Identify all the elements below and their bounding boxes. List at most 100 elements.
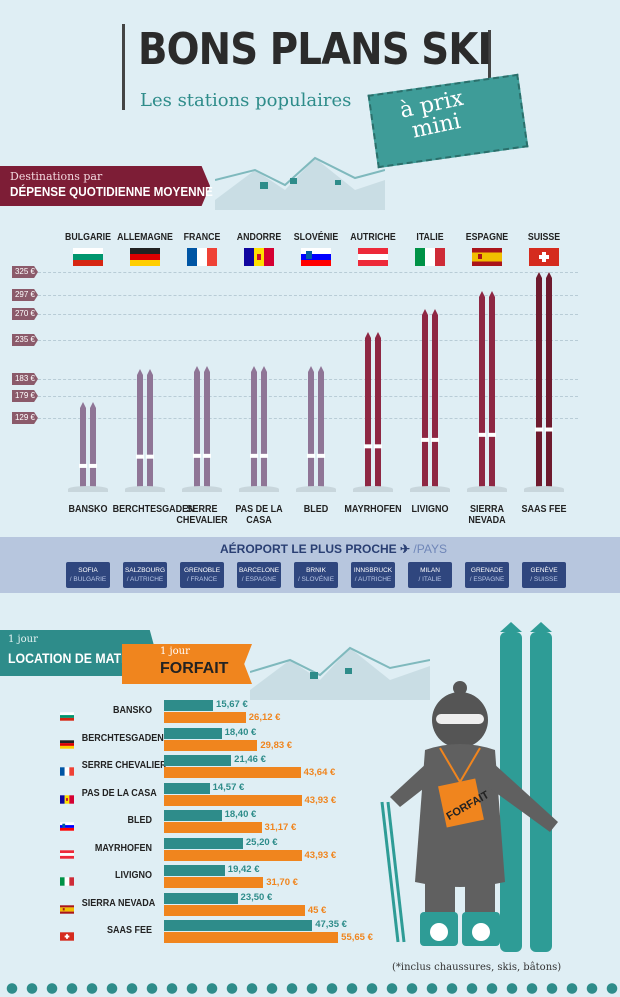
airport-country: / AUTRICHE [126,576,164,583]
section1-banner [0,166,210,206]
rental-bar [164,865,225,876]
airport-title-text: AÉROPORT LE PLUS PROCHE [220,542,397,556]
section1-label-line1: Destinations par [10,170,103,183]
airport-country: / AUTRICHE [354,576,392,583]
flag-icon [60,791,74,804]
ski-bar [306,366,326,497]
airport-city: GRENOBLE [183,567,221,574]
airport-country: / SUISSE [530,576,558,583]
forfait-bar [164,904,305,916]
flag-icon [130,248,160,266]
flag-icon [60,708,74,721]
gridline [38,340,578,341]
forfait-bar [164,739,258,751]
snow-base [467,486,507,492]
flag-icon [415,248,445,266]
flag-icon [529,248,559,266]
airport-country: / BULGARIE [69,576,107,583]
forfait-value: 43,64 € [303,767,336,778]
rental-bar [164,727,222,739]
airport-city: BARCELONE [238,567,280,574]
flag-icon [60,846,74,859]
flag-icon [73,248,103,266]
airport-tag: GRENADE / ESPAGNE [465,562,509,588]
snow-base [296,486,336,492]
rental-bar [164,837,243,849]
section1-label-line2: DÉPENSE QUOTIDIENNE MOYENNE [10,184,213,199]
station-label: BANSKO [112,705,152,716]
flag-icon [244,248,274,266]
airport-title: AÉROPORT LE PLUS PROCHE ✈ /PAYS [220,542,447,556]
ski-bar [192,366,212,497]
flag-icon [60,763,74,776]
country-label: ALLEMAGNE [117,232,173,243]
rental-value: 25,20 € [245,836,278,848]
title-bracket-right [488,30,491,80]
dotted-border [0,980,620,997]
forfait-label-big: FORFAIT [160,660,229,677]
city-label: MAYRHOFEN [344,504,402,515]
station-label: MAYRHOFEN [94,842,152,854]
city-label: BERCHTESGADEN [112,504,195,515]
country-label: FRANCE [183,232,221,243]
snow-base [125,486,165,492]
airport-city: MILAN [420,567,440,574]
flag-icon [60,928,74,941]
ski-bar [534,272,554,497]
snow-base [524,486,564,492]
city-label: SIERRA NEVADA [468,504,506,526]
forfait-label-small: 1 jour [160,646,190,657]
airport-city: GENÈVE [530,567,558,574]
flag-icon [60,736,74,749]
price-tag: 129 € [12,412,38,424]
forfait-value: 43,93 € [304,794,337,806]
airport-country: / ITALIE [418,576,442,583]
forfait-value: 29,83 € [260,739,293,751]
country-label: AUTRICHE [350,232,396,243]
station-label: SERRE CHEVALIER [81,760,167,771]
price-tag: 325 € [12,266,38,278]
rental-value: 18,40 € [224,809,257,820]
title-bracket-left [122,24,125,110]
ski-bar [420,308,440,497]
flag-icon [60,901,74,914]
forfait-bar [164,712,246,723]
ski-bar [477,290,497,497]
mountains-illustration-2 [250,646,430,700]
snow-base [410,486,450,492]
ski-bar [249,366,269,497]
rental-value: 14,57 € [212,781,245,793]
forfait-value: 45 € [307,904,327,916]
station-label: PAS DE LA CASA [81,787,157,799]
airport-city: SOFIA [78,567,98,574]
page-subtitle: Les stations populaires [140,90,352,111]
forfait-bar [164,794,302,806]
airport-tag: BRNIK / SLOVÉNIE [294,562,338,588]
footnote: (*inclus chaussures, skis, bâtons) [392,962,562,973]
snow-base [239,486,279,492]
airport-country: / SLOVÉNIE [297,576,335,583]
snow-base [353,486,393,492]
airport-city: SALZBOURG [124,567,166,574]
rental-value: 18,40 € [224,726,257,738]
country-label: ITALIE [416,232,444,243]
rental-bar [164,782,210,794]
station-label: SIERRA NEVADA [81,897,156,909]
forfait-bar [164,932,339,943]
gridline [38,295,578,296]
price-tag: 297 € [12,289,38,301]
country-label: BULGARIE [65,232,111,243]
forfait-bar [164,767,301,778]
country-label: SLOVÉNIE [293,232,339,243]
airport-tag: GENÈVE / SUISSE [522,562,566,588]
snow-base [68,486,108,492]
country-label: ESPAGNE [465,232,509,243]
airport-country: / FRANCE [186,576,218,583]
forfait-bar [164,849,302,861]
rental-bar [164,755,232,766]
airport-tag: GRENOBLE / FRANCE [180,562,224,588]
airport-country: / ESPAGNE [241,576,277,583]
rental-bar [164,810,222,821]
ski-bar [78,402,98,497]
rental-value: 19,42 € [227,864,260,875]
